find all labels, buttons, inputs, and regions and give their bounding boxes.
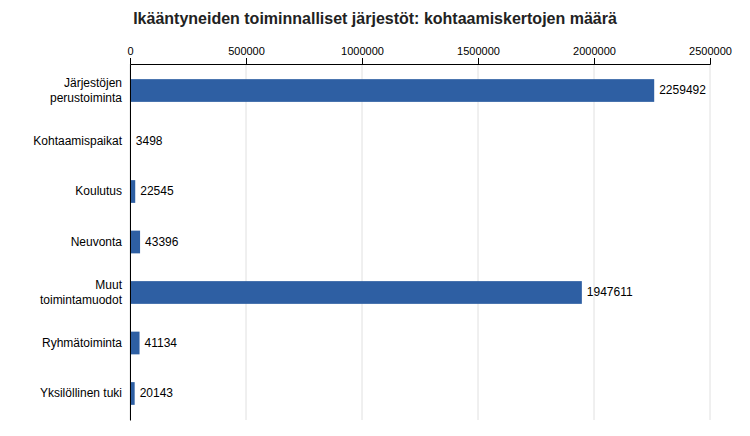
tick: 0: [127, 45, 133, 64]
tick-mark: [594, 58, 595, 64]
data-label: 20143: [140, 386, 174, 400]
title: Ikääntyneiden toiminnalliset järjestöt: …: [133, 10, 617, 27]
data-labels: 2259492 3498 22545 43396 1947611 41134 20143: [136, 83, 706, 400]
tick: 1500000: [457, 45, 500, 64]
plot: 0 500000 1000000 1500000 2000000 2500000 Järje…: [33, 45, 732, 421]
axis-line: [130, 65, 131, 421]
tick-label: Neuvonta: [71, 235, 123, 249]
grid-line: [594, 64, 595, 420]
tick: 500000: [228, 45, 265, 64]
grid: [130, 64, 710, 420]
bar: [130, 231, 140, 254]
tick-label-line: toimintamuodot: [40, 293, 123, 307]
tick: Järjestöjenperustoiminta: [50, 76, 122, 104]
tick-label-line: Järjestöjen: [64, 76, 122, 90]
tick-label: Koulutus: [75, 184, 122, 198]
tick: Koulutus: [75, 184, 122, 198]
tick-label-line: perustoiminta: [50, 91, 122, 105]
tick-label: Järjestöjenperustoiminta: [50, 76, 122, 104]
tick: 2500000: [689, 45, 732, 64]
axis-line: [131, 58, 711, 65]
grid-line: [362, 64, 363, 420]
data-label: 43396: [145, 235, 179, 249]
tick: Muuttoimintamuodot: [40, 278, 123, 306]
bars: [130, 79, 654, 405]
tick: Ryhmätoiminta: [42, 336, 122, 350]
data-label: 22545: [140, 184, 174, 198]
tick-mark: [478, 58, 479, 64]
tick: Kohtaamispaikat: [33, 134, 122, 148]
x-axis: 0 500000 1000000 1500000 2000000 2500000: [127, 45, 731, 65]
tick-label: Ryhmätoiminta: [42, 336, 122, 350]
grid-line: [710, 64, 711, 420]
tick-label: 2500000: [689, 45, 732, 57]
tick-label: 500000: [228, 45, 265, 57]
tick: Yksilöllinen tuki: [40, 386, 122, 400]
tick-label: Kohtaamispaikat: [33, 134, 122, 148]
data-label: 41134: [145, 336, 178, 350]
tick-label: 0: [127, 45, 133, 57]
chart: Ikääntyneiden toiminnalliset järjestöt: …: [0, 0, 750, 436]
tick-label: 1500000: [457, 45, 500, 57]
grid-line: [478, 64, 479, 420]
bar: [130, 281, 582, 304]
tick-label-line: Muut: [95, 278, 122, 292]
tick-mark: [362, 58, 363, 64]
tick-label: 2000000: [573, 45, 616, 57]
tick: 1000000: [341, 45, 384, 64]
tick-mark: [710, 58, 711, 64]
tick-label: 1000000: [341, 45, 384, 57]
data-label: 3498: [136, 134, 163, 148]
tick: 2000000: [573, 45, 616, 64]
tick: Neuvonta: [71, 235, 123, 249]
grid-line: [130, 64, 131, 420]
tick-label: Muuttoimintamuodot: [40, 278, 123, 306]
tick-label: Yksilöllinen tuki: [40, 386, 122, 400]
grid-line: [246, 64, 247, 420]
data-label: 2259492: [659, 83, 706, 97]
bar: [130, 79, 654, 102]
bar: [130, 332, 140, 355]
tick-mark: [246, 58, 247, 64]
data-label: 1947611: [587, 285, 633, 299]
y-axis: Järjestöjenperustoiminta Kohtaamispaikat K…: [33, 65, 130, 421]
tick-mark: [130, 58, 131, 64]
